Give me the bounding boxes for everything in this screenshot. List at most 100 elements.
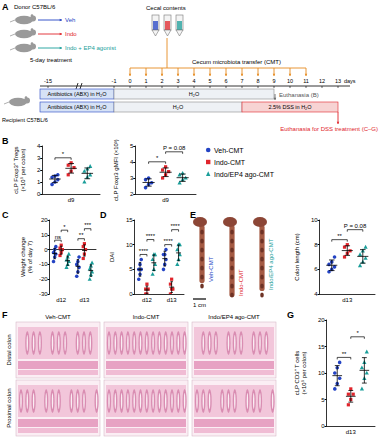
svg-text:Indo + EP4 agonist: Indo + EP4 agonist bbox=[65, 45, 116, 51]
svg-text:10: 10 bbox=[287, 78, 293, 84]
svg-text:7: 7 bbox=[240, 78, 243, 84]
svg-text:6: 6 bbox=[314, 266, 318, 272]
svg-text:d12: d12 bbox=[142, 297, 153, 303]
svg-text:4: 4 bbox=[37, 143, 41, 149]
svg-text:20: 20 bbox=[318, 317, 325, 323]
svg-text:0: 0 bbox=[44, 247, 48, 253]
svg-text:ns: ns bbox=[55, 234, 61, 240]
svg-text:8: 8 bbox=[314, 242, 318, 248]
svg-text:****: **** bbox=[170, 223, 180, 229]
svg-text:9: 9 bbox=[272, 78, 275, 84]
svg-text:cLP Foxp3⁺ Tregs: cLP Foxp3⁺ Tregs bbox=[13, 146, 19, 193]
svg-text:10: 10 bbox=[311, 217, 318, 223]
svg-text:d13: d13 bbox=[346, 429, 357, 435]
svg-text:d9: d9 bbox=[162, 197, 169, 203]
svg-text:20: 20 bbox=[41, 217, 48, 223]
svg-text:d12: d12 bbox=[56, 297, 67, 303]
svg-text:12: 12 bbox=[319, 78, 325, 84]
svg-text:3: 3 bbox=[37, 155, 41, 161]
svg-text:P = 0.08: P = 0.08 bbox=[344, 223, 367, 229]
svg-text:Indo/EP4 ago-CMT: Indo/EP4 ago-CMT bbox=[214, 171, 275, 179]
svg-text:d13: d13 bbox=[79, 297, 90, 303]
svg-text:Weight change: Weight change bbox=[20, 236, 26, 277]
svg-text:***: *** bbox=[84, 222, 92, 228]
svg-text:C: C bbox=[2, 210, 9, 220]
svg-text:Cecum microbiota transfer (CMT: Cecum microbiota transfer (CMT) bbox=[192, 59, 281, 65]
svg-text:(×10⁵ per colon): (×10⁵ per colon) bbox=[301, 351, 307, 394]
svg-text:-15: -15 bbox=[44, 78, 52, 84]
svg-text:Indo-CMT: Indo-CMT bbox=[238, 269, 244, 296]
svg-text:H₂O: H₂O bbox=[189, 91, 200, 97]
svg-text:3: 3 bbox=[130, 175, 134, 181]
svg-text:-20: -20 bbox=[39, 276, 48, 282]
svg-text:4: 4 bbox=[314, 291, 318, 297]
svg-text:11: 11 bbox=[303, 78, 309, 84]
svg-text:8: 8 bbox=[256, 78, 259, 84]
svg-text:5: 5 bbox=[129, 266, 133, 272]
svg-text:0: 0 bbox=[128, 78, 131, 84]
svg-text:P = 0.08: P = 0.08 bbox=[163, 145, 186, 151]
svg-text:0: 0 bbox=[129, 291, 133, 297]
svg-text:15: 15 bbox=[318, 344, 325, 350]
svg-text:d9: d9 bbox=[68, 197, 75, 203]
svg-text:Veh: Veh bbox=[65, 17, 75, 23]
svg-text:**: ** bbox=[337, 233, 342, 239]
svg-text:Distal colon: Distal colon bbox=[6, 334, 12, 365]
svg-text:4: 4 bbox=[192, 78, 195, 84]
svg-text:*: * bbox=[356, 330, 359, 336]
svg-text:1 cm: 1 cm bbox=[193, 302, 206, 308]
svg-text:2.5% DSS in H₂O: 2.5% DSS in H₂O bbox=[268, 104, 312, 110]
svg-text:Veh-CMT: Veh-CMT bbox=[45, 314, 71, 320]
svg-text:days: days bbox=[344, 78, 356, 84]
svg-text:A: A bbox=[2, 2, 9, 12]
svg-text:2: 2 bbox=[37, 167, 41, 173]
svg-text:****: **** bbox=[146, 233, 156, 239]
svg-text:10: 10 bbox=[318, 370, 325, 376]
svg-text:G: G bbox=[287, 310, 294, 320]
svg-text:3: 3 bbox=[176, 78, 179, 84]
svg-text:Veh-CMT: Veh-CMT bbox=[214, 147, 244, 154]
svg-text:Euthanasia (B): Euthanasia (B) bbox=[279, 92, 319, 98]
svg-text:5-day treatment: 5-day treatment bbox=[30, 57, 72, 63]
svg-text:0: 0 bbox=[37, 191, 41, 197]
svg-text:d13: d13 bbox=[342, 297, 353, 303]
svg-text:13: 13 bbox=[335, 78, 341, 84]
svg-text:F: F bbox=[2, 310, 8, 320]
svg-text:D: D bbox=[100, 210, 107, 220]
svg-text:Euthanasia for DSS treatment (: Euthanasia for DSS treatment (C–G) bbox=[280, 126, 378, 132]
svg-text:(% of day 7): (% of day 7) bbox=[27, 241, 33, 273]
svg-text:Indo-CMT: Indo-CMT bbox=[133, 314, 160, 320]
svg-text:5: 5 bbox=[130, 143, 134, 149]
svg-text:E: E bbox=[190, 210, 196, 220]
svg-text:Indo: Indo bbox=[65, 31, 77, 37]
svg-text:(×10⁵ per colon): (×10⁵ per colon) bbox=[20, 148, 26, 191]
svg-text:4: 4 bbox=[130, 159, 134, 165]
svg-text:DAI: DAI bbox=[109, 252, 115, 262]
svg-text:cLP Foxp3 gMFI (×10³): cLP Foxp3 gMFI (×10³) bbox=[113, 139, 119, 201]
svg-text:0: 0 bbox=[321, 423, 325, 429]
svg-text:****: **** bbox=[139, 248, 149, 254]
svg-text:Indo-CMT: Indo-CMT bbox=[214, 159, 246, 166]
svg-text:H₂O: H₂O bbox=[173, 104, 184, 110]
svg-text:Proximal colon: Proximal colon bbox=[6, 388, 12, 427]
svg-text:Indo/EP4 ago-CMT: Indo/EP4 ago-CMT bbox=[268, 238, 274, 290]
svg-text:6: 6 bbox=[224, 78, 227, 84]
svg-text:**: ** bbox=[79, 232, 84, 238]
svg-text:5: 5 bbox=[321, 397, 325, 403]
svg-text:1: 1 bbox=[144, 78, 147, 84]
svg-text:10: 10 bbox=[126, 242, 133, 248]
svg-text:10: 10 bbox=[41, 232, 48, 238]
svg-text:Antibiotics (ABX) in H₂O: Antibiotics (ABX) in H₂O bbox=[48, 104, 108, 110]
svg-text:cLP CD3⁺ T cells: cLP CD3⁺ T cells bbox=[294, 351, 300, 396]
svg-text:Donor C57BL/6: Donor C57BL/6 bbox=[14, 4, 56, 10]
svg-text:-1: -1 bbox=[112, 78, 117, 84]
svg-text:d13: d13 bbox=[167, 297, 178, 303]
svg-text:5: 5 bbox=[208, 78, 211, 84]
svg-text:2: 2 bbox=[130, 191, 134, 197]
svg-text:2: 2 bbox=[160, 78, 163, 84]
svg-text:-30: -30 bbox=[39, 291, 48, 297]
svg-text:1: 1 bbox=[37, 179, 41, 185]
svg-text:Indo/EP4 ago-CMT: Indo/EP4 ago-CMT bbox=[208, 314, 260, 320]
svg-text:Recipient C57BL/6: Recipient C57BL/6 bbox=[2, 117, 48, 123]
svg-text:*: * bbox=[62, 151, 65, 157]
